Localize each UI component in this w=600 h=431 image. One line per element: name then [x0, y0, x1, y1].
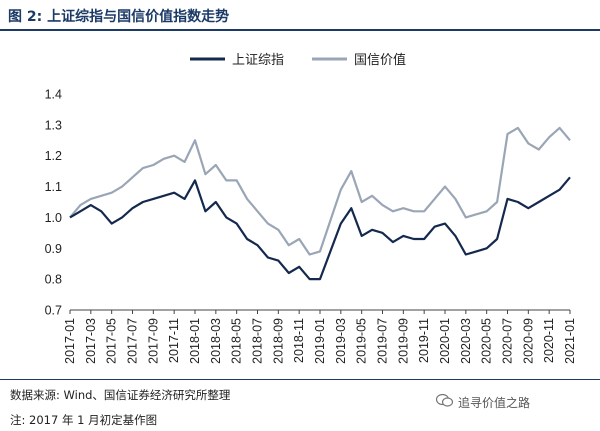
y-tick-label: 1.2 [45, 149, 62, 163]
y-tick-label: 1.0 [45, 211, 62, 225]
x-tick-label: 2019-07 [376, 318, 390, 364]
x-tick-label: 2018-09 [271, 318, 285, 364]
x-tick-label: 2020-03 [459, 318, 473, 364]
x-tick-label: 2020-05 [480, 318, 494, 364]
x-tick-label: 2020-11 [542, 318, 556, 363]
x-tick-label: 2018-03 [209, 318, 223, 364]
series-line-2 [69, 126, 571, 256]
x-tick-label: 2018-07 [251, 318, 265, 364]
x-tick-label: 2017-07 [126, 318, 140, 364]
legend-label-1: 上证综指 [232, 53, 284, 68]
x-tick-label: 2017-11 [167, 318, 181, 363]
x-tick-label: 2019-05 [355, 318, 369, 364]
x-tick-label: 2018-11 [292, 318, 306, 363]
y-tick-label: 0.8 [45, 273, 62, 287]
x-tick-label: 2017-03 [84, 318, 98, 364]
y-tick-label: 0.7 [45, 304, 62, 318]
x-tick-label: 2020-07 [501, 318, 515, 364]
x-tick-label: 2017-09 [146, 318, 160, 364]
x-tick-label: 2019-01 [313, 318, 327, 364]
series-line-1 [69, 176, 571, 281]
base-date-note: 注: 2017 年 1 月初定基作图 [10, 413, 158, 427]
y-axis: 0.7 0.8 0.9 1.0 1.1 1.2 1.3 1.4 [45, 88, 62, 318]
x-tick-label: 2021-01 [563, 318, 577, 364]
x-tick-label: 2020-01 [438, 318, 452, 364]
watermark-text: 追寻价值之路 [458, 396, 531, 410]
line-chart: 上证综指 国信价值 0.7 0.8 0.9 1.0 1.1 1.2 1.3 1.4 2017-0… [45, 52, 577, 364]
x-tick-label: 2018-01 [188, 318, 202, 364]
x-tick-label: 2019-03 [334, 318, 348, 364]
y-tick-label: 1.3 [45, 118, 62, 132]
x-tick-label: 2017-05 [105, 318, 119, 364]
plot-area [69, 126, 571, 281]
y-tick-label: 1.4 [45, 88, 62, 102]
figure-title-bar: 图 2: 上证综指与国信价值指数走势 [0, 0, 600, 31]
figure-title: 图 2: 上证综指与国信价值指数走势 [8, 9, 230, 25]
source-note: 数据来源: Wind、国信证券经济研究所整理 [10, 388, 231, 402]
x-tick-label: 2018-05 [230, 318, 244, 364]
y-tick-label: 0.9 [45, 242, 62, 256]
x-tick-label: 2019-09 [396, 318, 410, 364]
legend-label-2: 国信价值 [354, 52, 406, 68]
x-tick-label: 2020-09 [521, 318, 535, 364]
wechat-icon [436, 394, 453, 407]
y-tick-label: 1.1 [45, 180, 62, 194]
chart-legend: 上证综指 国信价值 [190, 52, 406, 68]
x-axis: 2017-01 2017-03 2017-05 2017-07 2017-09 2017-… [63, 309, 577, 364]
x-tick-label: 2017-01 [63, 318, 77, 364]
x-tick-label: 2019-11 [417, 318, 431, 363]
figure-footer: 数据来源: Wind、国信证券经济研究所整理 追寻价值之路 注: 2017 年 … [0, 379, 600, 431]
